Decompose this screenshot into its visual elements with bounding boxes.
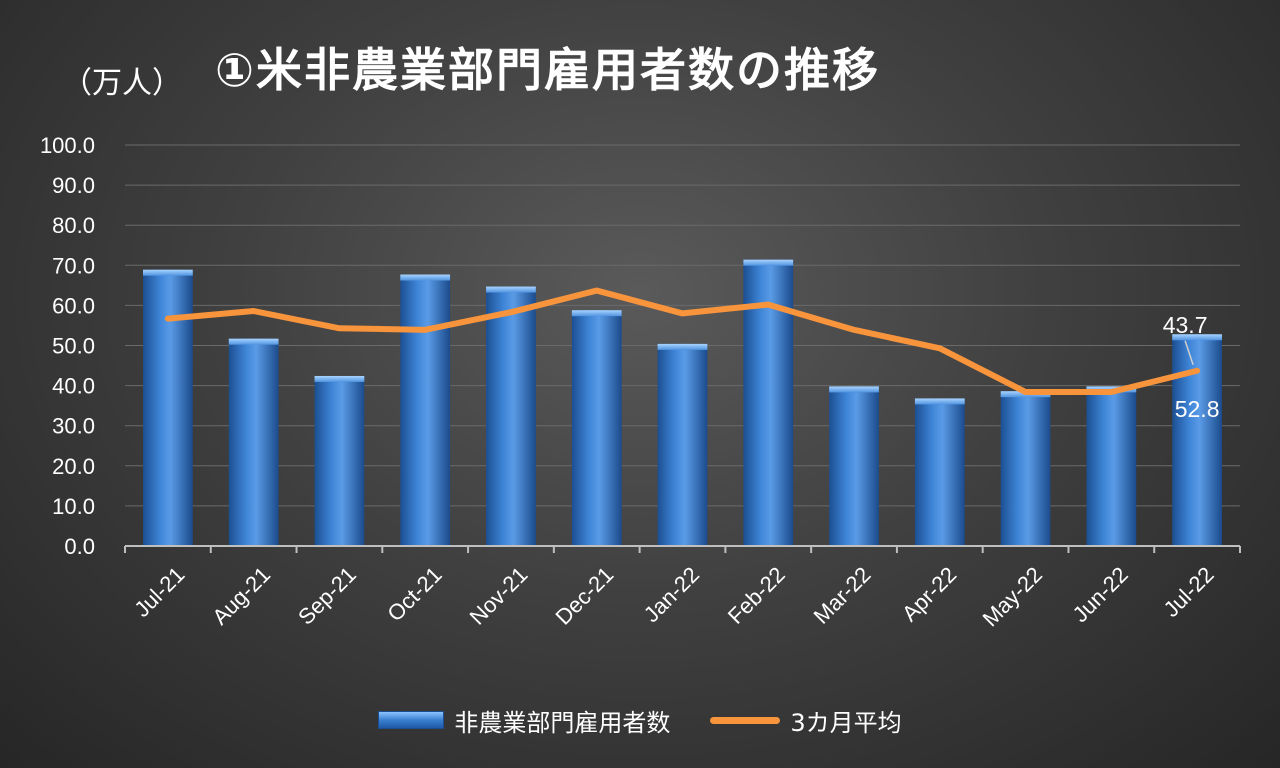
bar [486, 286, 536, 546]
bar-top-highlight [657, 343, 708, 350]
bar-top-highlight [314, 375, 365, 382]
x-tick-label: Jun-22 [1068, 562, 1133, 627]
bar [1172, 334, 1222, 546]
x-tick-label: Jul-22 [1159, 562, 1219, 622]
x-tick-label: Dec-21 [550, 562, 618, 630]
x-tick-label: Nov-21 [465, 562, 533, 630]
bar-top-highlight [1172, 334, 1222, 341]
x-tick-label: Mar-22 [809, 562, 876, 629]
line-label-leader [1184, 340, 1194, 366]
legend-item-line: 3カ月平均 [710, 703, 902, 738]
bar [228, 338, 279, 546]
legend-line-label: 3カ月平均 [790, 708, 902, 737]
bar [657, 343, 708, 546]
y-tick-label: 20.0 [52, 454, 95, 479]
bar-top-highlight [400, 274, 451, 281]
bar [1000, 391, 1051, 546]
bar-top-highlight [829, 386, 879, 393]
x-tick-label: Jul-21 [129, 562, 189, 622]
bar-top-highlight [486, 286, 536, 293]
y-tick-label: 100.0 [40, 133, 95, 158]
y-tick-label: 50.0 [52, 334, 95, 359]
x-tick-label: Apr-22 [897, 562, 961, 626]
x-tick-label: Feb-22 [723, 562, 790, 629]
x-tick-label: Aug-21 [207, 562, 275, 630]
bar-top-highlight [143, 269, 193, 276]
legend-bar-label: 非農業部門雇用者数 [454, 708, 671, 737]
x-tick-label: Jan-22 [639, 562, 704, 627]
line-3month-average [164, 287, 1201, 396]
bar [400, 274, 451, 546]
y-tick-label: 90.0 [52, 173, 95, 198]
legend-bar-swatch [378, 711, 445, 729]
bar-top-highlight [914, 398, 965, 405]
legend-item-bars: 非農業部門雇用者数 [378, 703, 670, 738]
y-tick-label: 70.0 [52, 253, 95, 278]
bar-data-label: 52.8 [1175, 396, 1220, 422]
y-tick-label: 10.0 [52, 494, 95, 519]
bar-top-highlight [743, 259, 794, 266]
bar [1086, 386, 1137, 546]
chart-plot: 0.0 10.0 20.0 30.0 40.0 50.0 60.0 70.0 80.0 90.0 1… [40, 133, 1241, 632]
chart-title: ①米非農業部門雇用者数の推移 [215, 43, 880, 97]
x-tick-label: Oct-21 [382, 562, 446, 626]
bar-top-highlight [571, 310, 622, 317]
legend: 非農業部門雇用者数 3カ月平均 [0, 700, 1280, 740]
y-tick-label: 80.0 [52, 213, 95, 238]
bar [314, 375, 365, 546]
bar [571, 310, 622, 546]
x-tick-label: Sep-21 [293, 562, 361, 630]
y-tick-label: 60.0 [52, 293, 95, 318]
y-tick-label: 30.0 [52, 414, 95, 439]
unit-label: （万人） [62, 66, 182, 101]
x-tick-label: May-22 [978, 562, 1048, 632]
bar-top-highlight [228, 338, 279, 345]
bar [829, 386, 879, 546]
bar [914, 398, 965, 546]
line-data-label: 43.7 [1163, 312, 1208, 338]
y-tick-label: 40.0 [52, 374, 95, 399]
legend-line-swatch [710, 716, 781, 724]
y-tick-label: 0.0 [64, 534, 95, 559]
bar [143, 269, 193, 546]
